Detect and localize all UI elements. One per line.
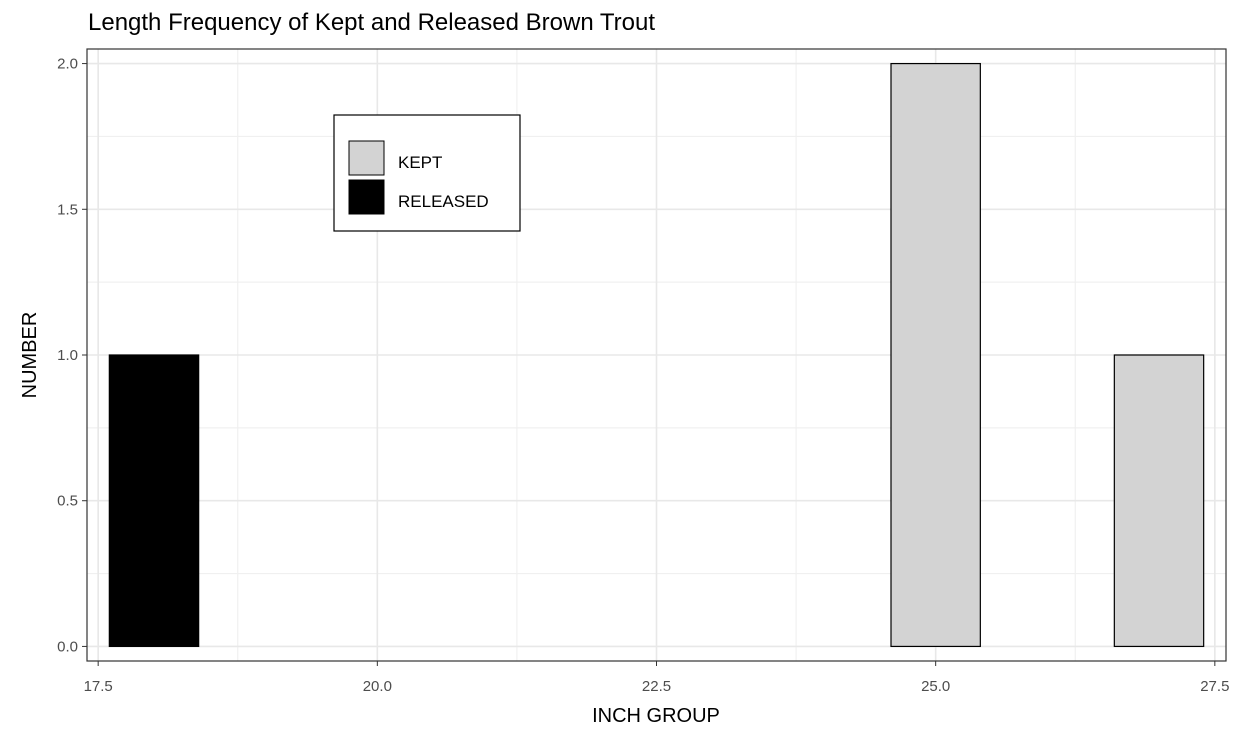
legend-key-released	[348, 179, 385, 215]
chart-title: Length Frequency of Kept and Released Br…	[88, 9, 655, 36]
y-tick-label: 0.0	[57, 638, 78, 655]
x-tick-label: 27.5	[1200, 678, 1229, 695]
x-axis: 17.5 20.0 22.5 25.0 27.5	[84, 661, 1229, 695]
x-tick-label: 22.5	[642, 678, 671, 695]
x-tick-label: 20.0	[363, 678, 392, 695]
y-axis: 0.0 0.5 1.0 1.5 2.0	[57, 56, 87, 655]
legend-label-released: RELEASED	[398, 192, 489, 211]
grid-major	[87, 49, 1226, 661]
bar-kept	[1113, 354, 1205, 648]
bar-released	[108, 354, 200, 648]
x-axis-label: INCH GROUP	[592, 705, 720, 727]
legend-key-kept	[348, 140, 385, 176]
y-tick-label: 1.0	[57, 347, 78, 364]
y-axis-label: NUMBER	[19, 312, 41, 399]
y-tick-label: 1.5	[57, 201, 78, 218]
x-tick-label: 17.5	[84, 678, 113, 695]
bars	[108, 62, 1205, 648]
x-tick-label: 25.0	[921, 678, 950, 695]
legend-label-kept: KEPT	[398, 153, 442, 172]
y-tick-label: 0.5	[57, 493, 78, 510]
legend: KEPT RELEASED	[333, 114, 521, 232]
y-tick-label: 2.0	[57, 56, 78, 73]
bar-kept	[890, 62, 981, 648]
